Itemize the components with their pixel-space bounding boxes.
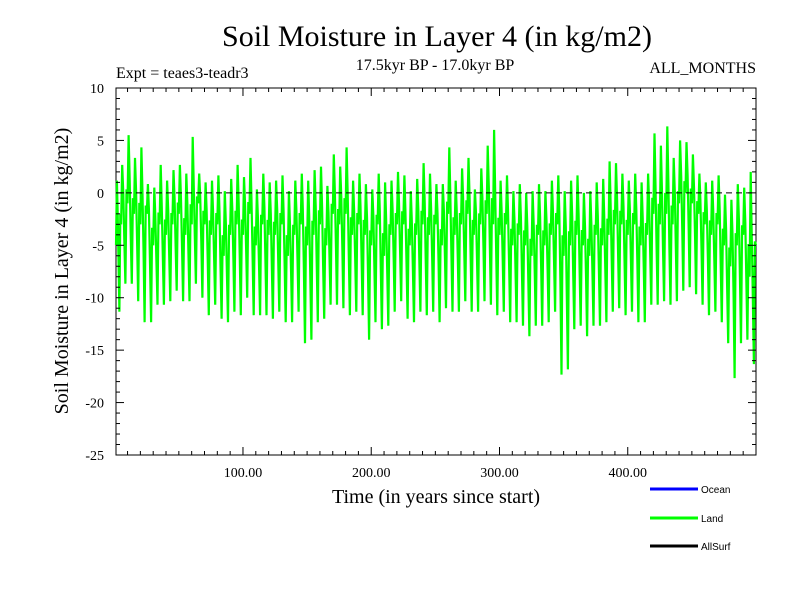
y-tick-label: -20 (85, 397, 104, 412)
y-tick-label: -10 (85, 292, 104, 307)
legend-item-ocean: Ocean (650, 485, 730, 496)
y-tick-label: -15 (85, 344, 104, 359)
series-line-land (114, 126, 758, 379)
legend-label-ocean: Ocean (701, 485, 730, 496)
y-tick-label: -5 (92, 239, 104, 254)
y-tick-label: 5 (97, 134, 104, 149)
legend-label-allsurf: AllSurf (701, 542, 731, 553)
series-group (114, 126, 758, 379)
y-tick-label: 10 (90, 82, 104, 97)
legend-item-land: Land (650, 514, 723, 525)
y-axis-label: Soil Moisture in Layer 4 (in kg/m2) (51, 128, 73, 415)
y-tick-label: 0 (97, 187, 104, 202)
experiment-label: Expt = teaes3-teadr3 (116, 65, 249, 82)
legend: Ocean Land AllSurf (650, 485, 731, 553)
legend-label-land: Land (701, 514, 723, 525)
x-tick-label: 400.00 (608, 466, 647, 481)
chart-title: Soil Moisture in Layer 4 (in kg/m2) (222, 20, 652, 53)
chart-subtitle: 17.5kyr BP - 17.0kyr BP (356, 57, 515, 74)
months-label: ALL_MONTHS (649, 60, 756, 77)
x-tick-label: 300.00 (480, 466, 519, 481)
x-tick-label: 200.00 (352, 466, 391, 481)
plot-area: -25 -20 -15 -10 -5 0 5 10 100.00 200.00 300.00 400… (85, 82, 758, 481)
x-axis: 100.00 200.00 300.00 400.00 (127, 88, 744, 481)
legend-item-allsurf: AllSurf (650, 542, 731, 553)
y-tick-label: -25 (85, 449, 104, 464)
x-axis-label: Time (in years since start) (332, 486, 540, 508)
x-tick-label: 100.00 (224, 466, 263, 481)
plot-frame (115, 87, 757, 456)
y-axis: -25 -20 -15 -10 -5 0 5 10 (85, 82, 756, 464)
